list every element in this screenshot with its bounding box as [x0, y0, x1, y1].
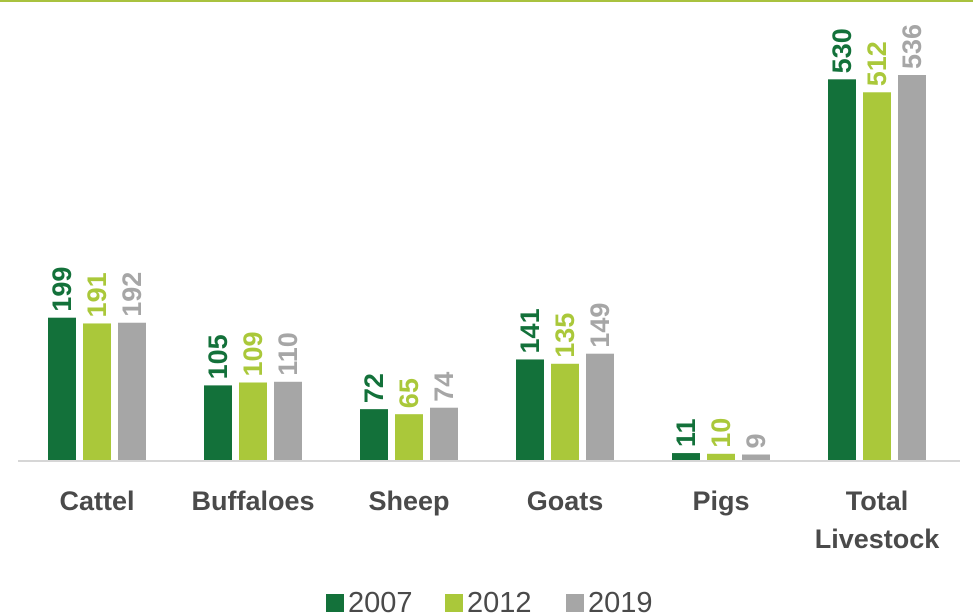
value-label-2019-0: 192 [117, 272, 147, 317]
legend-swatch-2012 [445, 594, 463, 612]
value-label-2019-4: 9 [741, 433, 771, 448]
value-label-2012-1: 109 [238, 331, 268, 376]
legend-swatch-2007 [326, 594, 344, 612]
value-label-2007-1: 105 [203, 334, 233, 379]
category-labels-group: Cattel Buffaloes Sheep Goats Pigs Total Livest… [59, 486, 940, 554]
bar-2007-5 [828, 79, 856, 461]
value-label-2012-2: 65 [394, 378, 424, 408]
bar-2019-3 [586, 353, 614, 461]
bar-2012-2 [395, 414, 423, 461]
bar-2012-1 [239, 382, 267, 461]
value-label-2012-5: 512 [862, 41, 892, 86]
legend-swatch-2019 [566, 594, 584, 612]
value-label-2012-4: 10 [706, 418, 736, 448]
top-rule [0, 0, 973, 2]
value-label-2012-3: 135 [550, 313, 580, 358]
bar-2019-5 [898, 75, 926, 461]
bar-2012-5 [863, 92, 891, 462]
bar-2007-3 [516, 359, 544, 461]
value-label-2019-2: 74 [429, 372, 459, 402]
value-label-2007-5: 530 [827, 28, 857, 73]
legend-label-2012: 2012 [467, 587, 532, 615]
value-label-2007-4: 11 [671, 419, 701, 448]
bar-2019-2 [430, 407, 458, 461]
bar-2007-4 [672, 453, 700, 461]
value-label-2007-0: 199 [47, 267, 77, 312]
category-label-0-0: Cattel [59, 486, 134, 516]
bar-2012-0 [83, 323, 111, 461]
legend-label-2019: 2019 [588, 587, 653, 615]
category-label-3-0: Goats [527, 486, 604, 516]
category-label-5-1: Livestock [815, 524, 941, 554]
category-label-4-0: Pigs [692, 486, 749, 516]
category-label-1-0: Buffaloes [191, 486, 314, 516]
value-label-2007-2: 72 [359, 373, 389, 403]
bar-2019-4 [742, 454, 770, 461]
bar-2012-4 [707, 453, 735, 461]
bar-2007-1 [204, 385, 232, 461]
value-label-2012-0: 191 [82, 272, 112, 317]
legend-label-2007: 2007 [348, 587, 413, 615]
value-label-2019-3: 149 [585, 303, 615, 348]
value-label-2019-1: 110 [273, 332, 303, 376]
bar-2007-2 [360, 409, 388, 461]
value-label-2007-3: 141 [515, 308, 545, 353]
bar-2012-3 [551, 363, 579, 461]
bar-2007-0 [48, 317, 76, 461]
legend: 2007 2012 2019 [326, 587, 653, 615]
bars-group [48, 75, 926, 462]
value-label-2019-5: 536 [897, 24, 927, 69]
category-label-2-0: Sheep [368, 486, 449, 516]
bar-2019-1 [274, 381, 302, 461]
category-label-5-0: Total [846, 486, 909, 516]
bar-2019-0 [118, 322, 146, 461]
